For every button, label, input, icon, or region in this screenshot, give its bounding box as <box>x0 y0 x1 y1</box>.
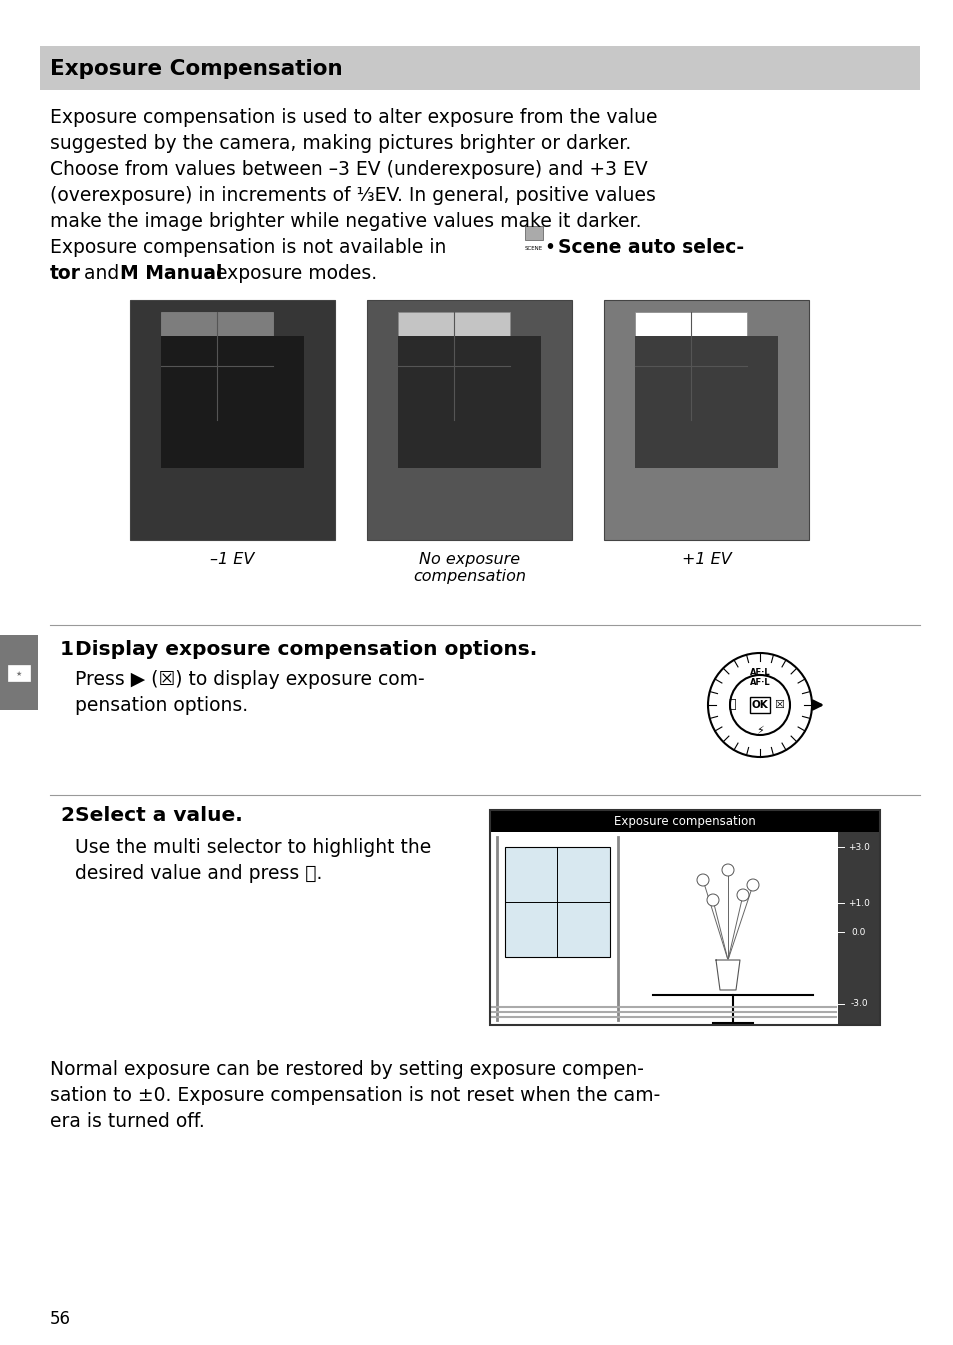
Text: ⚡: ⚡ <box>756 726 763 736</box>
Text: OK: OK <box>751 699 767 710</box>
Bar <box>175 420 290 468</box>
Text: era is turned off.: era is turned off. <box>50 1112 205 1131</box>
Bar <box>16 677 24 681</box>
Bar <box>397 336 540 468</box>
Text: Display exposure compensation options.: Display exposure compensation options. <box>75 640 537 659</box>
Circle shape <box>737 889 748 901</box>
Text: ★: ★ <box>16 671 22 677</box>
Bar <box>0 635 38 710</box>
Text: +1 EV: +1 EV <box>680 551 731 568</box>
Bar <box>648 420 763 468</box>
Bar <box>40 46 919 90</box>
Bar <box>749 697 769 713</box>
Text: Scene auto selec-: Scene auto selec- <box>558 238 743 257</box>
Text: 56: 56 <box>50 1310 71 1328</box>
Text: (overexposure) in increments of ⅓EV. In general, positive values: (overexposure) in increments of ⅓EV. In … <box>50 186 656 204</box>
Bar <box>837 833 879 1025</box>
Bar <box>130 300 335 539</box>
Text: AE·L
AF·L: AE·L AF·L <box>749 668 769 687</box>
Text: SCENE: SCENE <box>524 246 542 250</box>
Text: 2: 2 <box>60 806 74 824</box>
Text: Use the multi selector to highlight the: Use the multi selector to highlight the <box>75 838 431 857</box>
Text: +3.0: +3.0 <box>847 843 869 851</box>
Text: pensation options.: pensation options. <box>75 695 248 716</box>
Circle shape <box>746 880 759 890</box>
Text: No exposure
compensation: No exposure compensation <box>413 551 525 584</box>
Text: 0.0: 0.0 <box>851 928 865 937</box>
Text: –1 EV: –1 EV <box>210 551 254 568</box>
Bar <box>490 833 837 1025</box>
Circle shape <box>721 863 733 876</box>
Bar <box>8 664 30 681</box>
Text: Exposure compensation is not available in: Exposure compensation is not available i… <box>50 238 452 257</box>
Text: M Manual: M Manual <box>120 264 222 282</box>
Circle shape <box>706 894 719 907</box>
Text: Choose from values between –3 EV (underexposure) and +3 EV: Choose from values between –3 EV (undere… <box>50 160 647 179</box>
Bar <box>490 810 879 833</box>
Bar <box>490 810 879 1025</box>
Text: Select a value.: Select a value. <box>75 806 242 824</box>
Text: ⌛: ⌛ <box>727 698 735 712</box>
Text: ☒: ☒ <box>773 699 783 710</box>
Text: suggested by the camera, making pictures brighter or darker.: suggested by the camera, making pictures… <box>50 134 631 153</box>
Text: 1: 1 <box>60 640 74 659</box>
Polygon shape <box>716 960 740 990</box>
Circle shape <box>697 874 708 886</box>
Text: +1.0: +1.0 <box>847 898 869 908</box>
Text: Exposure compensation is used to alter exposure from the value: Exposure compensation is used to alter e… <box>50 108 657 126</box>
Text: Exposure Compensation: Exposure Compensation <box>50 59 342 79</box>
Text: and: and <box>78 264 125 282</box>
Text: exposure modes.: exposure modes. <box>210 264 376 282</box>
Text: Press ▶ (☒) to display exposure com-: Press ▶ (☒) to display exposure com- <box>75 670 424 689</box>
Bar <box>634 312 747 420</box>
Text: make the image brighter while negative values make it darker.: make the image brighter while negative v… <box>50 213 640 231</box>
Bar <box>367 300 572 539</box>
Text: Exposure compensation: Exposure compensation <box>614 815 755 829</box>
Text: -3.0: -3.0 <box>849 999 867 1009</box>
Bar <box>524 226 542 239</box>
Circle shape <box>13 668 25 681</box>
Text: tor: tor <box>50 264 81 282</box>
Bar <box>504 847 609 958</box>
Bar <box>161 336 304 468</box>
Bar <box>412 420 526 468</box>
Text: •: • <box>544 238 561 257</box>
Bar <box>603 300 808 539</box>
Bar <box>161 312 274 420</box>
Text: desired value and press ⒪.: desired value and press ⒪. <box>75 863 322 884</box>
Bar <box>397 312 510 420</box>
Bar <box>634 336 778 468</box>
Text: Normal exposure can be restored by setting exposure compen-: Normal exposure can be restored by setti… <box>50 1060 643 1079</box>
Text: sation to ±0. Exposure compensation is not reset when the cam-: sation to ±0. Exposure compensation is n… <box>50 1085 659 1106</box>
